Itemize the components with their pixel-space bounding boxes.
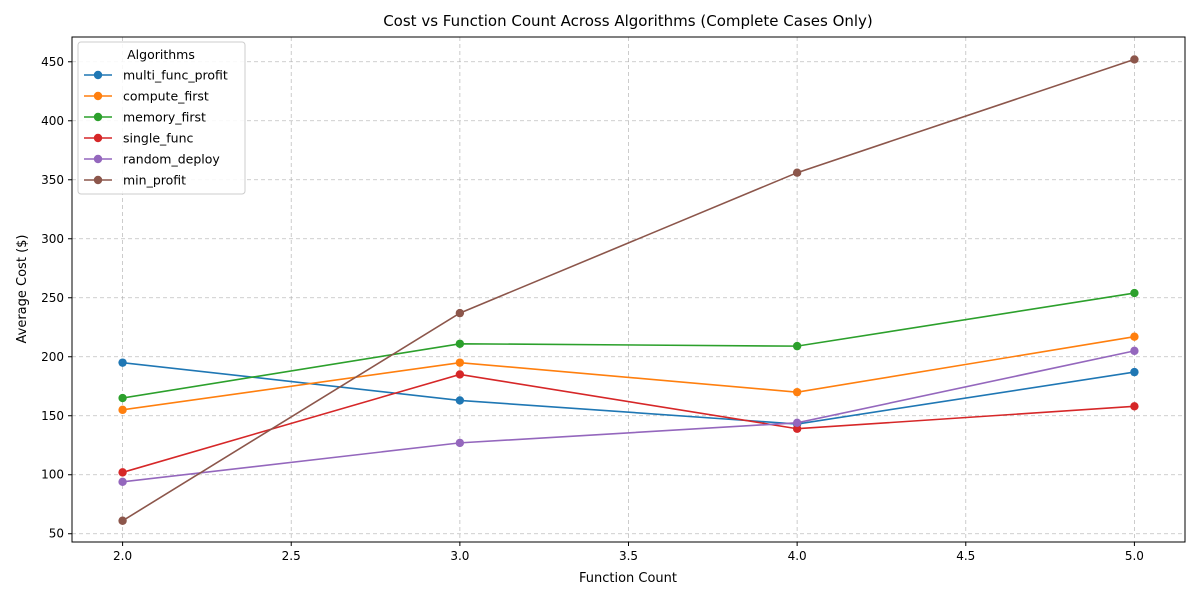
series-line-multi_func_profit	[122, 361, 1135, 425]
data-point-random_deploy	[792, 418, 802, 428]
y-tick-label: 100	[41, 468, 64, 482]
data-point-random_deploy	[455, 438, 465, 448]
legend-marker	[93, 133, 103, 143]
legend-marker	[93, 91, 103, 101]
y-tick-label: 350	[41, 173, 64, 187]
y-tick-label: 450	[41, 55, 64, 69]
data-point-compute_first	[455, 358, 465, 367]
data-point-compute_first	[118, 405, 127, 415]
y-tick-label: 150	[41, 409, 64, 423]
legend-marker	[93, 154, 103, 164]
legend: Algorithms multi_func_profit compute_firs…	[77, 41, 246, 195]
series-layer	[118, 55, 1139, 525]
y-tick-label: 250	[41, 291, 64, 305]
series-line-random_deploy	[122, 350, 1135, 483]
series-line-memory_first	[122, 292, 1135, 399]
chart-title: Cost vs Function Count Across Algorithms…	[383, 12, 873, 30]
y-tick-label: 300	[41, 232, 64, 246]
legend-item-min_profit: min_profit	[84, 173, 186, 188]
legend-marker	[93, 112, 103, 122]
series-line-single_func	[122, 373, 1135, 474]
data-point-multi_func_profit	[118, 358, 127, 367]
legend-title: Algorithms	[127, 47, 195, 62]
legend-item-random_deploy: random_deploy	[84, 152, 220, 167]
x-tick-label: 3.0	[450, 549, 469, 563]
data-point-min_profit	[792, 168, 802, 177]
ticks: 2.0 2.5 3.0 3.5 4.0 4.5 5.0 50 100 150 200 250 300 35…	[41, 55, 1144, 563]
series-compute_first	[118, 332, 1139, 415]
legend-marker	[93, 70, 103, 80]
legend-label: min_profit	[123, 173, 186, 188]
data-point-min_profit	[455, 308, 465, 318]
data-point-random_deploy	[1130, 346, 1139, 356]
data-point-multi_func_profit	[1130, 367, 1139, 377]
legend-marker	[93, 175, 103, 185]
series-min_profit	[118, 55, 1139, 525]
x-tick-label: 3.5	[619, 549, 638, 563]
x-tick-label: 4.5	[956, 549, 975, 563]
data-point-compute_first	[1130, 332, 1139, 341]
data-point-min_profit	[118, 516, 127, 525]
y-axis-label: Average Cost ($)	[15, 235, 30, 344]
series-line-compute_first	[122, 335, 1135, 411]
x-tick-label: 5.0	[1125, 549, 1144, 563]
legend-item-memory_first: memory_first	[84, 110, 206, 125]
legend-label: single_func	[123, 131, 194, 146]
y-tick-label: 50	[49, 527, 64, 541]
legend-label: memory_first	[123, 110, 206, 125]
data-point-memory_first	[455, 339, 465, 348]
legend-label: compute_first	[123, 89, 209, 104]
legend-label: multi_func_profit	[123, 68, 228, 83]
series-line-min_profit	[122, 58, 1135, 522]
legend-item-compute_first: compute_first	[84, 89, 209, 104]
data-point-single_func	[455, 370, 465, 379]
legend-box	[77, 41, 246, 195]
series-memory_first	[118, 288, 1139, 403]
x-tick-label: 2.5	[282, 549, 301, 563]
legend-item-single_func: single_func	[84, 131, 194, 146]
data-point-memory_first	[1130, 288, 1139, 298]
data-point-single_func	[1130, 402, 1139, 411]
data-point-min_profit	[1130, 55, 1139, 64]
series-random_deploy	[118, 346, 1139, 487]
series-single_func	[118, 370, 1139, 477]
legend-item-multi_func_profit: multi_func_profit	[84, 68, 228, 83]
legend-label: random_deploy	[123, 152, 220, 167]
data-point-random_deploy	[118, 477, 127, 487]
x-tick-label: 2.0	[113, 549, 132, 563]
data-point-single_func	[792, 424, 802, 433]
x-axis-label: Function Count	[579, 571, 677, 586]
data-point-memory_first	[792, 341, 802, 351]
x-tick-label: 4.0	[788, 549, 807, 563]
data-point-memory_first	[118, 393, 127, 403]
data-point-multi_func_profit	[455, 396, 465, 405]
data-point-single_func	[118, 468, 127, 477]
data-point-compute_first	[792, 387, 802, 397]
y-tick-label: 400	[41, 114, 64, 128]
y-tick-label: 200	[41, 350, 64, 364]
